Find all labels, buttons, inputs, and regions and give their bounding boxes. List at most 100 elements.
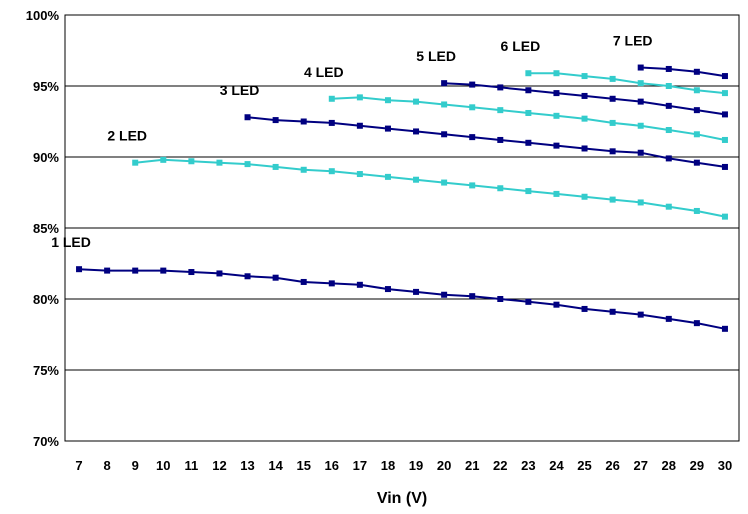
data-point [469,134,476,141]
y-tick-label: 70% [33,434,59,449]
data-point [356,122,363,129]
data-point [693,107,700,114]
data-point [300,166,307,173]
data-point [721,136,728,143]
data-point [609,308,616,315]
data-point [693,87,700,94]
data-point [328,95,335,102]
data-point [160,267,167,274]
series-line [247,116,726,168]
data-point [244,273,251,280]
data-point [693,320,700,327]
series-line [135,158,726,218]
data-point [581,305,588,312]
plot-area-border [64,14,740,442]
x-tick-label: 21 [465,458,479,473]
data-point [328,168,335,175]
data-point [721,111,728,118]
x-tick-label: 14 [268,458,283,473]
data-point [497,296,504,302]
data-point [356,94,363,101]
data-point [497,84,504,91]
data-point [469,182,476,189]
data-point [413,176,420,183]
x-tick-label: 17 [353,458,367,473]
x-tick-label: 29 [690,458,704,473]
y-tick-label: 100% [26,8,60,23]
data-point [244,161,251,168]
x-tick-label: 30 [718,458,732,473]
x-tick-label: 15 [296,458,310,473]
data-point [441,80,448,87]
data-point [384,97,391,104]
series-label: 7 LED [613,33,653,49]
data-point [525,139,532,146]
data-point [441,131,448,138]
data-point [665,65,672,72]
x-tick-label: 22 [493,458,507,473]
x-tick-label: 11 [185,458,199,473]
data-point [525,298,532,305]
series-labels: 1 LED 2 LED 3 LED 4 LED 5 LED 6 LED 7 LED [51,33,652,251]
data-point [609,119,616,126]
data-point [76,266,83,273]
data-point [188,269,195,276]
data-point [525,188,532,195]
data-point [693,131,700,138]
data-point [693,159,700,166]
data-point [553,142,560,149]
data-point [609,196,616,203]
data-point [300,278,307,285]
x-tick-label: 8 [104,458,111,473]
series-label: 1 LED [51,234,91,250]
data-point [637,122,644,129]
x-tick-label: 23 [521,458,535,473]
x-tick-label: 9 [132,458,139,473]
series-label: 2 LED [107,128,147,144]
data-point [441,101,448,108]
data-point [356,281,363,288]
data-point [553,301,560,308]
data-point [721,213,728,220]
series-label: 4 LED [304,64,344,80]
x-tick-label: 20 [437,458,451,473]
data-point [525,87,532,94]
data-point [188,158,195,165]
data-point [469,104,476,111]
data-point [132,267,139,274]
data-point [581,73,588,80]
data-point [384,286,391,293]
series-line [528,72,726,95]
series-label: 3 LED [220,82,260,98]
data-point [637,98,644,105]
x-tick-label: 19 [409,458,423,473]
data-point [637,64,644,71]
x-tick-label: 16 [325,458,339,473]
data-point [609,95,616,102]
data-point [132,159,139,166]
x-tick-label: 24 [549,458,564,473]
data-point [721,90,728,97]
data-point [525,70,532,77]
series-markers [76,64,728,332]
data-point [553,90,560,97]
y-tick-label: 90% [33,150,59,165]
data-point [384,125,391,132]
y-tick-label: 80% [33,292,59,307]
data-point [272,163,279,170]
data-point [665,203,672,210]
data-point [441,291,448,298]
data-point [469,81,476,88]
x-tick-labels: 7 8 9 10 11 12 13 14 15 16 17 18 19 20 21 22 23 24 25 26 27 2… [75,458,732,473]
y-tick-label: 95% [33,79,59,94]
data-point [665,102,672,109]
data-point [581,92,588,99]
data-point [581,145,588,152]
x-tick-label: 25 [577,458,591,473]
data-point [469,293,476,300]
x-tick-label: 7 [75,458,82,473]
y-tick-labels: 70% 75% 80% 85% 90% 95% 100% [26,8,60,449]
x-tick-label: 13 [240,458,254,473]
